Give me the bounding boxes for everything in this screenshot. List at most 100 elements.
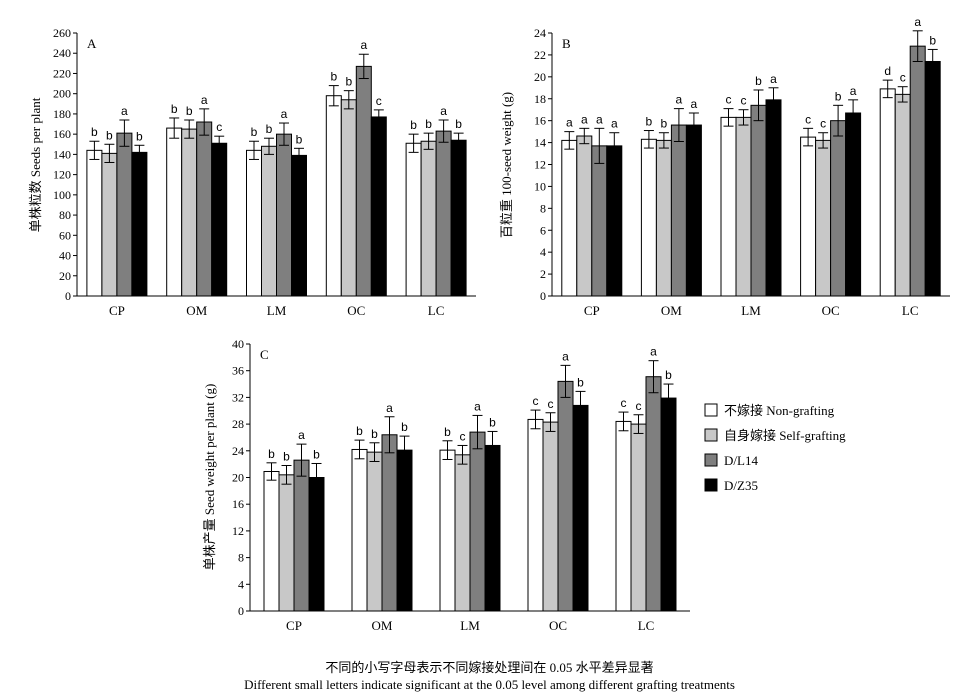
bar: [131, 151, 148, 297]
y-tick-label: 4: [540, 245, 546, 259]
bar: [101, 152, 118, 297]
significance-letter: a: [386, 401, 393, 415]
significance-letter: b: [266, 122, 273, 136]
bar: [561, 139, 578, 297]
significance-letter: b: [410, 118, 417, 132]
bar: [278, 474, 295, 612]
bar: [685, 124, 702, 297]
y-tick-label: 28: [232, 417, 244, 431]
legend-swatch: [704, 403, 718, 417]
y-tick-label: 24: [232, 444, 244, 458]
significance-letter: a: [121, 104, 128, 118]
panel-label: B: [562, 36, 571, 51]
significance-letter: a: [562, 349, 569, 363]
bar: [381, 434, 398, 612]
significance-letter: a: [360, 38, 367, 52]
significance-letter: b: [577, 375, 584, 389]
y-tick-label: 16: [232, 497, 244, 511]
significance-letter: c: [805, 112, 811, 126]
significance-letter: c: [726, 93, 732, 107]
significance-letter: a: [770, 72, 777, 86]
bar: [591, 145, 608, 297]
significance-letter: a: [201, 93, 208, 107]
significance-letter: b: [91, 125, 98, 139]
significance-letter: a: [298, 428, 305, 442]
bar: [308, 477, 325, 612]
significance-letter: b: [106, 128, 113, 142]
significance-letter: c: [741, 94, 747, 108]
bar: [527, 418, 544, 612]
significance-letter: b: [136, 129, 143, 143]
legend-label: D/L14: [724, 453, 758, 468]
bar: [454, 454, 471, 612]
x-tick-label: LM: [741, 303, 761, 318]
legend-label: 不嫁接 Non-grafting: [724, 403, 835, 418]
significance-letter: b: [296, 132, 303, 146]
legend-label: D/Z35: [724, 478, 758, 493]
bar: [261, 145, 277, 297]
significance-letter: b: [371, 427, 378, 441]
y-tick-label: 160: [53, 127, 71, 141]
y-axis-label: 单株产量 Seed weight per plant (g): [202, 384, 217, 571]
bar: [439, 449, 456, 612]
bar: [660, 397, 677, 612]
bar: [325, 95, 342, 297]
y-tick-label: 80: [59, 208, 71, 222]
bar: [370, 116, 387, 297]
y-axis-label: 百粒重 100-seed weight (g): [499, 92, 514, 238]
bar: [655, 139, 672, 297]
significance-letter: b: [444, 425, 451, 439]
y-axis-label: 单株粒数 Seeds per plant: [28, 97, 43, 232]
bar: [340, 99, 357, 297]
bar: [211, 142, 228, 297]
significance-letter: b: [356, 424, 363, 438]
bar: [484, 444, 501, 612]
legend: 不嫁接 Non-grafting 自身嫁接 Self-grafting D/L14 D…: [704, 403, 846, 493]
y-tick-label: 2: [540, 267, 546, 281]
significance-letter: b: [268, 447, 275, 461]
bar: [276, 133, 292, 297]
x-tick-label: CP: [109, 303, 125, 318]
y-tick-label: 140: [53, 147, 71, 161]
significance-letter: c: [216, 120, 222, 134]
y-tick-label: 180: [53, 107, 71, 121]
y-tick-label: 20: [232, 471, 244, 485]
x-tick-label: OM: [661, 303, 682, 318]
legend-swatch: [704, 453, 718, 467]
y-tick-label: 0: [238, 604, 244, 618]
significance-letter: c: [621, 396, 627, 410]
panel-label: A: [87, 36, 97, 51]
y-tick-label: 240: [53, 46, 71, 60]
bar: [800, 136, 817, 297]
bar: [815, 139, 832, 297]
x-tick-label: LC: [638, 618, 655, 633]
bar: [542, 421, 559, 612]
y-tick-label: 20: [59, 269, 71, 283]
bar: [196, 121, 213, 297]
y-tick-label: 18: [534, 92, 546, 106]
bar: [735, 116, 752, 297]
y-tick-label: 200: [53, 87, 71, 101]
x-tick-label: OM: [372, 618, 393, 633]
bar: [645, 376, 662, 612]
significance-letter: b: [283, 449, 290, 463]
bar: [450, 139, 467, 297]
bar: [765, 99, 782, 297]
bar: [469, 431, 486, 612]
bar: [181, 128, 198, 297]
y-tick-label: 16: [534, 114, 546, 128]
bar: [894, 93, 911, 297]
y-tick-label: 40: [59, 249, 71, 263]
bar: [366, 451, 383, 612]
y-tick-label: 10: [534, 179, 546, 193]
bar: [830, 120, 847, 297]
x-tick-label: CP: [584, 303, 600, 318]
significance-letter: c: [548, 397, 554, 411]
bar: [435, 130, 452, 297]
y-tick-label: 36: [232, 364, 244, 378]
significance-letter: a: [914, 15, 921, 29]
x-tick-label: OM: [186, 303, 207, 318]
y-tick-label: 4: [238, 577, 244, 591]
